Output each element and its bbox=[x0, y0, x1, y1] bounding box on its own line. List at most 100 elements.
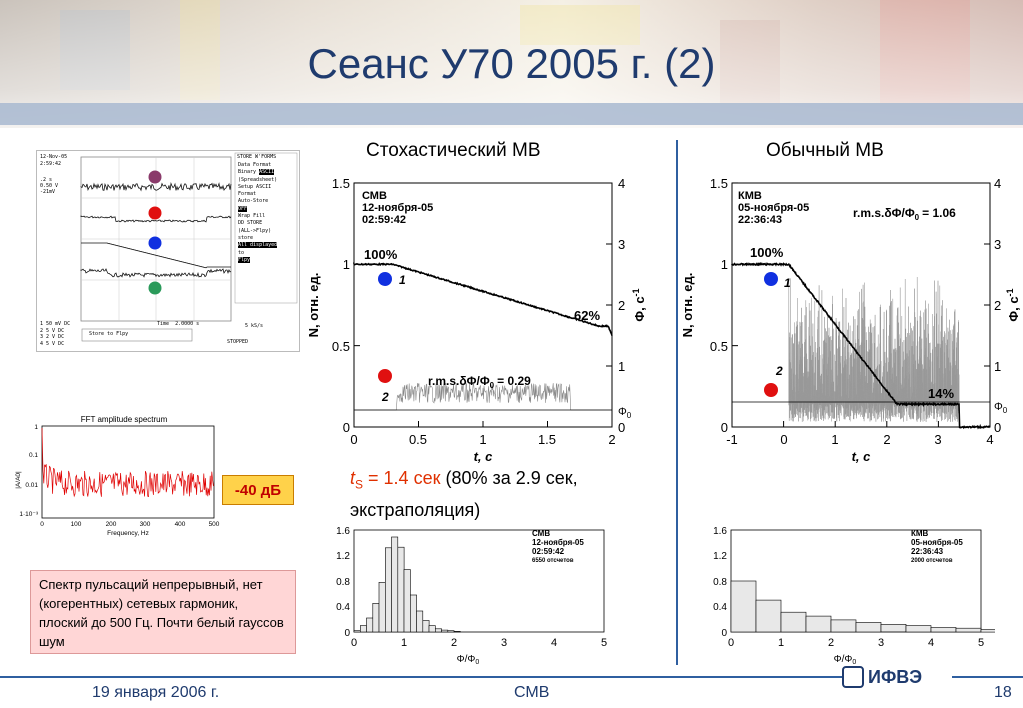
fft-xtick: 0 bbox=[40, 521, 44, 528]
histogram-bar bbox=[980, 629, 995, 633]
left-ytick: 0 bbox=[343, 420, 350, 435]
histogram-bar bbox=[428, 625, 436, 633]
osc-menu-item: Fill bbox=[253, 213, 266, 220]
left-rms: r.m.s.δΦ/Φ0 = 0.29 bbox=[428, 374, 531, 390]
fft-ytick: 1 bbox=[34, 424, 38, 431]
hr-xtick: 0 bbox=[728, 637, 734, 649]
histogram-bar bbox=[422, 620, 430, 633]
left-y2label: Φ, с-1 bbox=[631, 288, 647, 321]
histogram-bar bbox=[780, 611, 807, 633]
osc-store-header: STORE W'FORMS bbox=[237, 154, 277, 160]
histogram-bar bbox=[453, 631, 461, 633]
hl-xtick: 4 bbox=[551, 637, 557, 649]
right-ytick: 1.5 bbox=[710, 176, 728, 191]
histogram-bar bbox=[930, 627, 957, 633]
ihep-logo-icon bbox=[842, 666, 864, 688]
right-xtick: 0 bbox=[780, 432, 787, 447]
left-y2tick: 0 bbox=[618, 420, 625, 435]
osc-menu-item: Auto-Store bbox=[238, 198, 269, 205]
right-curve1-label: 1 bbox=[784, 276, 791, 290]
osc-stopped: STOPPED bbox=[227, 339, 249, 345]
hl-ytick: 0 bbox=[344, 628, 350, 639]
right-y2tick: 2 bbox=[994, 298, 1001, 313]
left-phi0: Φ0 bbox=[618, 406, 632, 420]
left-curve2-label: 2 bbox=[381, 390, 389, 404]
left-y2tick: 2 bbox=[618, 298, 625, 313]
osc-ch1-scale: .2 s 0.50 V -21mV bbox=[40, 177, 59, 195]
histogram-bar bbox=[385, 547, 392, 633]
hr-legend: 22:36:43 bbox=[911, 547, 944, 556]
right-ylabel: N, отн. ед. bbox=[680, 273, 695, 338]
histogram-bar bbox=[447, 630, 455, 633]
histogram-bar bbox=[410, 594, 417, 633]
osc-menu-item: Wrap bbox=[238, 213, 251, 220]
footer-page-number: 18 bbox=[994, 684, 1012, 701]
fft-xtick: 100 bbox=[71, 521, 82, 528]
left-xlabel: t, с bbox=[474, 449, 494, 464]
osc-menu-item: store bbox=[238, 234, 254, 241]
osc-scale: 4 5 V DC bbox=[40, 340, 65, 347]
histogram-bar bbox=[391, 536, 399, 633]
left-ylabel: N, отн. ед. bbox=[306, 273, 321, 338]
marker-green-dot bbox=[148, 281, 162, 295]
osc-menu-item: (ALL->Flpy) bbox=[238, 227, 272, 234]
osc-menu-item: Flpy bbox=[238, 256, 251, 263]
oscilloscope-traces bbox=[80, 152, 298, 342]
banner-image bbox=[0, 0, 1023, 128]
header-banner bbox=[0, 0, 1023, 128]
right-curve2-label: 2 bbox=[775, 364, 783, 378]
osc-menu-item: DD STORE bbox=[238, 220, 263, 227]
fft-xtick: 200 bbox=[106, 521, 117, 528]
fft-xlabel: Frequency, Hz bbox=[107, 530, 149, 537]
left-label-100: 100% bbox=[364, 247, 398, 262]
hl-legend: СМВ bbox=[532, 529, 550, 538]
histogram-bar bbox=[755, 599, 782, 633]
left-ytick: 1 bbox=[343, 257, 350, 272]
footer-center: СМВ bbox=[514, 684, 550, 701]
right-y2tick: 3 bbox=[994, 237, 1001, 252]
marker-purple-dot bbox=[148, 170, 162, 184]
osc-scale: 3 2 V DC bbox=[40, 334, 65, 340]
right-xlabel: t, с bbox=[852, 449, 872, 464]
left-y2tick: 3 bbox=[618, 237, 625, 252]
fft-ytick: 0.01 bbox=[25, 482, 38, 489]
hl-xtick: 1 bbox=[401, 637, 407, 649]
marker-blue-dot bbox=[148, 236, 162, 250]
left-y2tick: 4 bbox=[618, 176, 625, 191]
histogram-bar bbox=[855, 622, 882, 633]
histogram-bar bbox=[372, 603, 380, 633]
fft-ytick: 0.1 bbox=[29, 452, 38, 459]
histogram-bar bbox=[378, 581, 386, 633]
osc-menu-item: Setup ASCII bbox=[238, 183, 272, 190]
right-legend-line: КМВ bbox=[738, 190, 762, 202]
right-intensity-plot: 1.5 1 0.5 0 4 3 2 1 0 Φ0 -1 0 1 2 3 4 t,… bbox=[680, 176, 1021, 464]
histogram-bar bbox=[830, 619, 857, 633]
fft-ytick: 1·10⁻³ bbox=[19, 511, 38, 518]
osc-menu-item: Format bbox=[238, 191, 257, 198]
left-legend-line: 02:59:42 bbox=[362, 214, 406, 226]
osc-menu-item: Data Format bbox=[238, 162, 272, 168]
hl-xtick: 2 bbox=[451, 637, 457, 649]
osc-menu-item: All displayed bbox=[238, 242, 278, 249]
right-histogram: 1.6 1.2 0.8 0.4 0 0 1 2 3 4 5 Φ/Φ0 КМВ 0… bbox=[713, 526, 995, 666]
hr-xtick: 5 bbox=[978, 637, 984, 649]
osc-menu-item: Binary bbox=[238, 169, 257, 176]
osc-scale: 2 5 V DC bbox=[40, 327, 65, 334]
fft-svg: FFT amplitude spectrum 1 0.1 0.01 1·10⁻³… bbox=[15, 415, 220, 537]
hr-xtick: 4 bbox=[928, 637, 934, 649]
histogram-bar bbox=[435, 628, 442, 633]
right-ytick: 0 bbox=[721, 420, 728, 435]
osc-menu-item: ASCII bbox=[259, 169, 275, 176]
ihep-logo-text: ИФВЭ bbox=[868, 666, 923, 687]
histogram-bar bbox=[805, 615, 832, 633]
right-y2label: Φ, с-1 bbox=[1005, 288, 1021, 321]
right-legend-line: 22:36:43 bbox=[738, 214, 782, 226]
histogram-bar bbox=[353, 630, 361, 633]
hr-ytick: 0 bbox=[721, 628, 727, 639]
hr-xtick: 1 bbox=[778, 637, 784, 649]
right-rms: r.m.s.δΦ/Φ0 = 1.06 bbox=[853, 206, 956, 222]
fft-xtick: 300 bbox=[140, 521, 151, 528]
hl-ytick: 0.4 bbox=[336, 602, 350, 613]
fft-ylabel: |A/A0| bbox=[15, 471, 22, 489]
right-red-dot bbox=[764, 383, 778, 397]
